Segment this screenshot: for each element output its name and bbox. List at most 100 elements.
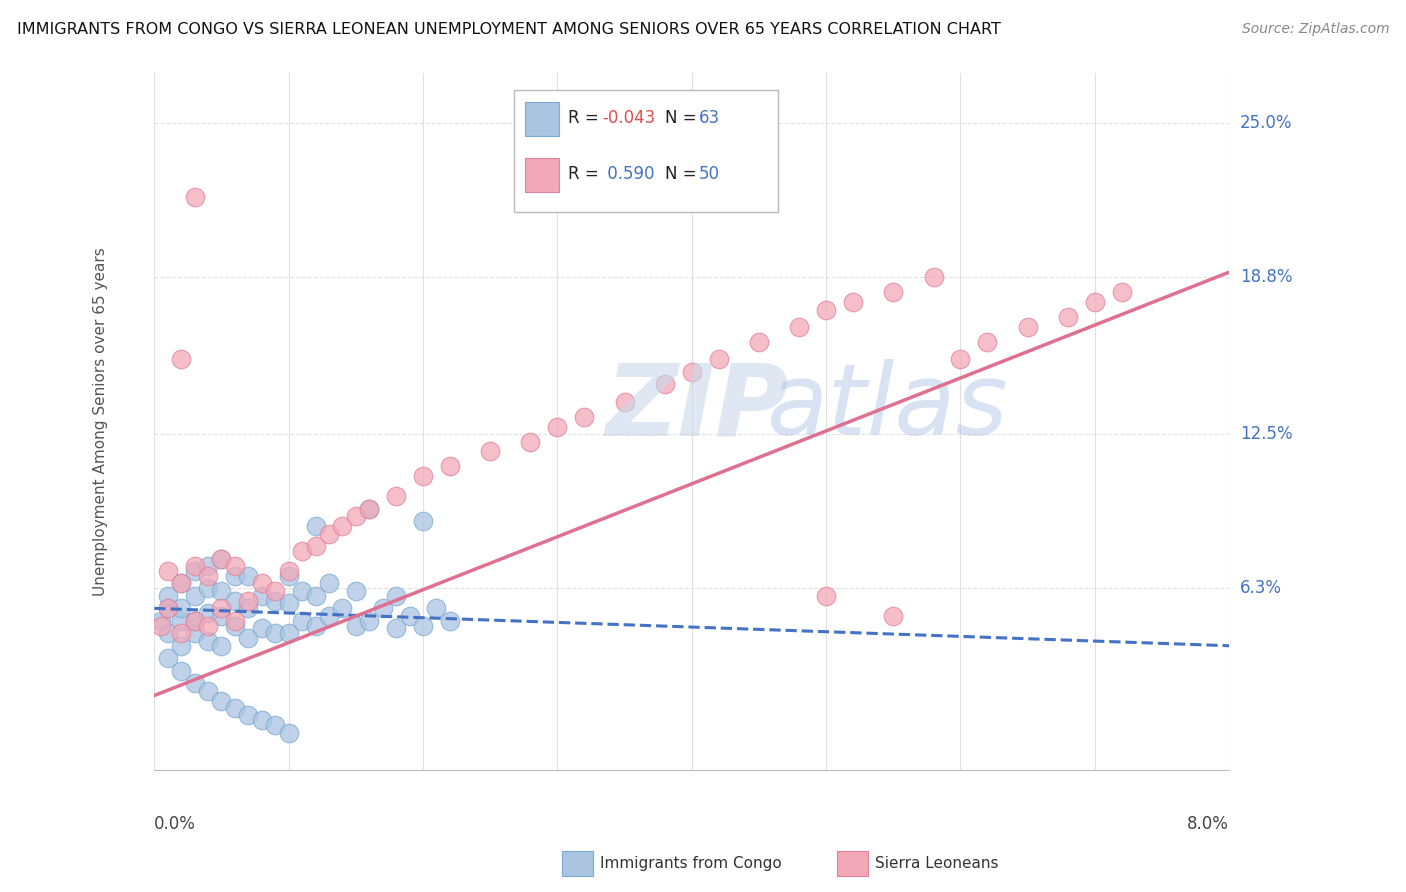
Point	[156, 601, 179, 615]
Point	[156, 651, 179, 665]
Text: R =: R =	[568, 165, 605, 183]
Text: Unemployment Among Seniors over 65 years: Unemployment Among Seniors over 65 years	[93, 247, 108, 596]
Point	[211, 608, 233, 623]
Text: 0.0%: 0.0%	[155, 815, 197, 833]
Point	[304, 619, 326, 633]
Point	[882, 285, 904, 299]
Point	[344, 509, 367, 524]
Text: atlas: atlas	[766, 359, 1008, 456]
Point	[156, 564, 179, 578]
Point	[170, 639, 193, 653]
Point	[344, 583, 367, 598]
Point	[224, 569, 246, 583]
Point	[385, 489, 408, 503]
Point	[1017, 320, 1039, 334]
Text: -0.043: -0.043	[603, 110, 655, 128]
Point	[197, 619, 219, 633]
FancyBboxPatch shape	[515, 90, 778, 212]
Text: Sierra Leoneans: Sierra Leoneans	[875, 856, 998, 871]
Point	[1056, 310, 1078, 324]
Bar	[524, 158, 560, 192]
Point	[304, 589, 326, 603]
Point	[238, 601, 260, 615]
Point	[304, 539, 326, 553]
Point	[332, 519, 354, 533]
Point	[183, 676, 205, 690]
Point	[574, 409, 596, 424]
Point	[170, 601, 193, 615]
Point	[681, 365, 703, 379]
Point	[277, 726, 299, 740]
Point	[304, 519, 326, 533]
Point	[344, 619, 367, 633]
Point	[156, 626, 179, 640]
Point	[412, 619, 434, 633]
Text: 12.5%: 12.5%	[1240, 425, 1292, 443]
Point	[412, 514, 434, 528]
Point	[197, 633, 219, 648]
Point	[815, 589, 838, 603]
Point	[211, 551, 233, 566]
Point	[949, 352, 972, 367]
Point	[150, 614, 173, 628]
Bar	[524, 103, 560, 136]
Point	[197, 607, 219, 621]
Point	[238, 632, 260, 646]
Point	[211, 693, 233, 707]
Point	[238, 569, 260, 583]
Point	[170, 664, 193, 678]
Point	[183, 614, 205, 628]
Text: 0.590: 0.590	[603, 165, 655, 183]
Point	[156, 601, 179, 615]
Point	[842, 295, 865, 310]
Point	[183, 614, 205, 628]
Point	[224, 559, 246, 574]
Point	[371, 601, 394, 615]
Point	[398, 608, 420, 623]
Point	[197, 559, 219, 574]
Point	[654, 377, 676, 392]
Point	[1084, 295, 1107, 310]
Text: N =: N =	[665, 165, 702, 183]
Point	[183, 589, 205, 603]
Point	[264, 583, 287, 598]
Point	[277, 596, 299, 610]
Point	[291, 583, 314, 598]
Point	[359, 501, 381, 516]
Point	[291, 614, 314, 628]
Point	[183, 626, 205, 640]
Point	[211, 551, 233, 566]
Point	[183, 190, 205, 204]
Point	[439, 614, 461, 628]
Point	[787, 320, 810, 334]
Text: IMMIGRANTS FROM CONGO VS SIERRA LEONEAN UNEMPLOYMENT AMONG SENIORS OVER 65 YEARS: IMMIGRANTS FROM CONGO VS SIERRA LEONEAN …	[17, 22, 1001, 37]
Point	[224, 614, 246, 628]
Point	[318, 526, 340, 541]
Point	[519, 434, 541, 449]
Point	[183, 564, 205, 578]
Text: Source: ZipAtlas.com: Source: ZipAtlas.com	[1241, 22, 1389, 37]
Point	[211, 583, 233, 598]
Text: 6.3%: 6.3%	[1240, 580, 1282, 598]
Point	[264, 718, 287, 732]
Point	[291, 544, 314, 558]
Text: R =: R =	[568, 110, 605, 128]
Point	[318, 576, 340, 591]
Point	[224, 594, 246, 608]
Point	[1111, 285, 1133, 299]
Point	[170, 352, 193, 367]
Point	[250, 589, 273, 603]
Point	[238, 594, 260, 608]
Point	[882, 608, 904, 623]
Point	[211, 601, 233, 615]
Text: 63: 63	[699, 110, 720, 128]
Point	[748, 334, 770, 349]
Point	[224, 619, 246, 633]
Point	[170, 626, 193, 640]
Point	[359, 614, 381, 628]
Point	[197, 582, 219, 596]
Point	[815, 302, 838, 317]
Point	[359, 501, 381, 516]
Point	[156, 589, 179, 603]
Text: Immigrants from Congo: Immigrants from Congo	[600, 856, 782, 871]
